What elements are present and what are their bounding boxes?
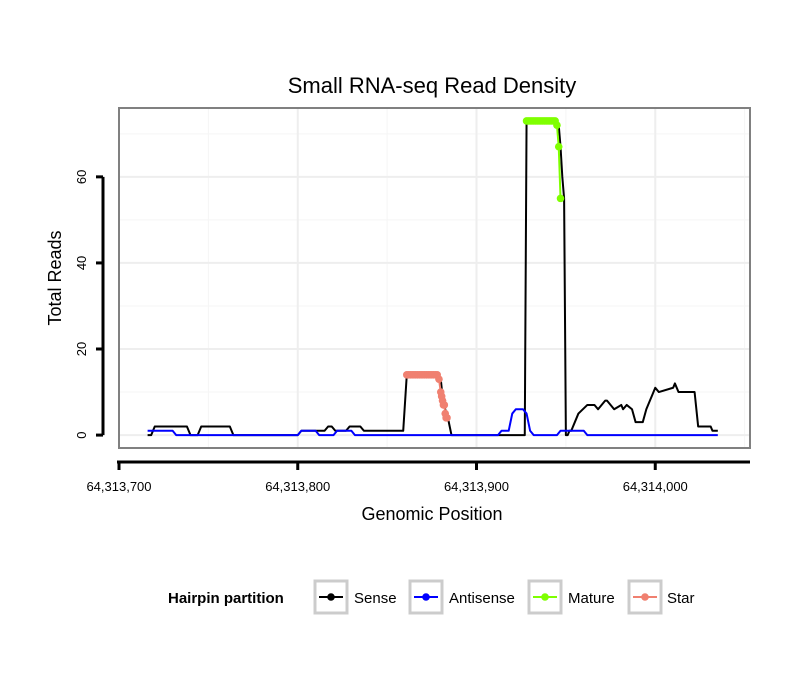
legend-key-point: [641, 593, 649, 601]
legend-label: Antisense: [449, 590, 515, 607]
chart-title: Small RNA-seq Read Density: [288, 73, 577, 98]
data-point-star: [435, 375, 443, 383]
legend-key-point: [422, 593, 430, 601]
data-point-star: [443, 414, 451, 422]
legend: Hairpin partition Sense Antisense Mature St…: [168, 579, 695, 615]
plot-background: [118, 107, 751, 449]
series-line-antisense: [147, 408, 718, 437]
y-tick-label: 60: [74, 170, 89, 184]
x-axis-label: Genomic Position: [361, 504, 502, 524]
points-layer: [402, 117, 565, 422]
y-axis-label: Total Reads: [45, 230, 65, 325]
data-point-mature: [556, 194, 565, 203]
legend-key-point: [541, 593, 549, 601]
legend-item-antisense: Antisense: [408, 579, 515, 615]
legend-title: Hairpin partition: [168, 590, 284, 607]
legend-key-point: [327, 593, 335, 601]
x-tick-label: 64,314,000: [623, 479, 688, 494]
legend-label: Star: [667, 590, 695, 607]
legend-item-star: Star: [627, 579, 695, 615]
legend-item-mature: Mature: [527, 579, 615, 615]
x-tick-label: 64,313,900: [444, 479, 509, 494]
y-tick-label: 40: [74, 256, 89, 270]
x-tick-label: 64,313,800: [265, 479, 330, 494]
y-tick-label: 20: [74, 342, 89, 356]
legend-items: Sense Antisense Mature Star: [313, 579, 695, 615]
legend-item-sense: Sense: [313, 579, 397, 615]
legend-label: Sense: [354, 590, 397, 607]
legend-label: Mature: [568, 590, 615, 607]
data-point-mature: [554, 142, 563, 151]
y-tick-label: 0: [74, 431, 89, 438]
plot-panel: [118, 107, 751, 449]
data-point-star: [440, 401, 449, 409]
x-axis: 64,313,700 64,313,800 64,313,900 64,314,000: [86, 460, 750, 494]
grid: [120, 109, 749, 447]
data-point-mature: [553, 121, 561, 130]
x-tick-label: 64,313,700: [86, 479, 151, 494]
y-axis: 0 20 40 60: [74, 170, 105, 439]
